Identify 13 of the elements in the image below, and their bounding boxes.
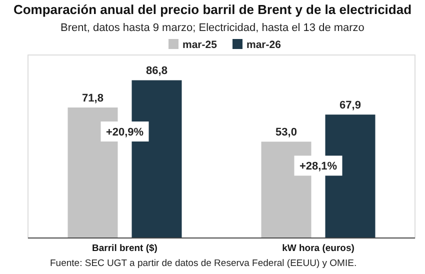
legend-label: mar-26 [246,39,282,51]
chart-title: Comparación anual del precio barril de Brent y de la electricidad [13,2,412,17]
annotation: +28,1% [299,160,338,173]
x-tick-label: kW hora (euros) [282,243,354,254]
data-label: 67,9 [340,100,361,112]
data-label: 86,8 [146,65,168,78]
chart-subtitle: Brent, datos hasta 9 marzo; Electricidad, hasta el 13 de marzo [60,22,364,34]
data-label: 71,8 [82,92,104,105]
data-label: 53,0 [276,126,297,139]
annotation: +20,9% [106,126,144,139]
legend-label: mar-25 [182,39,218,51]
x-tick-label: Barril brent ($) [92,243,158,254]
source-note: Fuente: SEC UGT a partir de datos de Reserva Federal (EEUU) y OMIE. [50,258,357,269]
